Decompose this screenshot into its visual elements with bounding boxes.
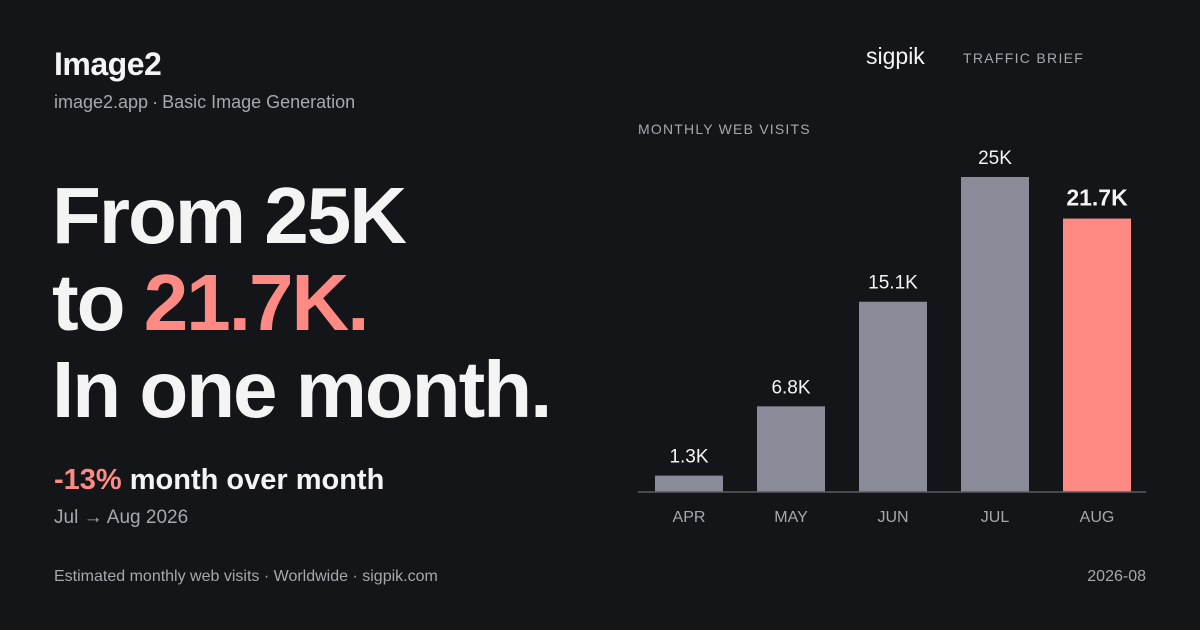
x-tick-label: JUN [877, 509, 908, 526]
bar-jun [859, 301, 927, 492]
bar-aug [1063, 218, 1131, 492]
bar-value-label: 1.3K [669, 447, 708, 468]
change-text: month over month [121, 464, 385, 496]
chart-title: MONTHLY WEB VISITS [638, 121, 811, 137]
x-tick-label: APR [673, 509, 706, 526]
headline-line-2-prefix: to [52, 258, 144, 347]
bar-may [757, 406, 825, 492]
bar-value-label: 21.7K [1066, 185, 1128, 211]
x-tick-label: MAY [774, 509, 808, 526]
headline-line-2: to 21.7K. [52, 259, 550, 346]
x-tick-label: JUL [981, 509, 1010, 526]
brand-logo: sigpik [866, 43, 925, 69]
x-tick-label: AUG [1080, 509, 1115, 526]
bar-apr [655, 475, 723, 492]
app-domain: image2.app [54, 92, 149, 112]
headline-accent-value: 21.7K. [143, 258, 370, 347]
brief-label: TRAFFIC BRIEF [963, 50, 1085, 66]
bar-value-label: 15.1K [868, 273, 918, 294]
footer-date: 2026-08 [1087, 568, 1146, 585]
app-name: Image2 [54, 46, 162, 82]
headline: From 25K to 21.7K. In one month. [52, 171, 552, 434]
change-percent: -13% [54, 464, 122, 496]
bar-value-label: 6.8K [771, 377, 810, 398]
app-subtitle: image2.app · Basic Image Generation [54, 92, 356, 112]
footer-note: Estimated monthly web visits · Worldwide… [54, 568, 438, 585]
bar-value-label: 25K [978, 148, 1012, 169]
change-summary: -13% month over month [54, 464, 384, 497]
headline-line-1: From 25K [52, 171, 407, 260]
app-description: Basic Image Generation [162, 92, 356, 112]
headline-line-3: In one month. [52, 345, 552, 434]
date-range: Jul → Aug 2026 [54, 507, 189, 528]
bar-jul [961, 177, 1029, 492]
